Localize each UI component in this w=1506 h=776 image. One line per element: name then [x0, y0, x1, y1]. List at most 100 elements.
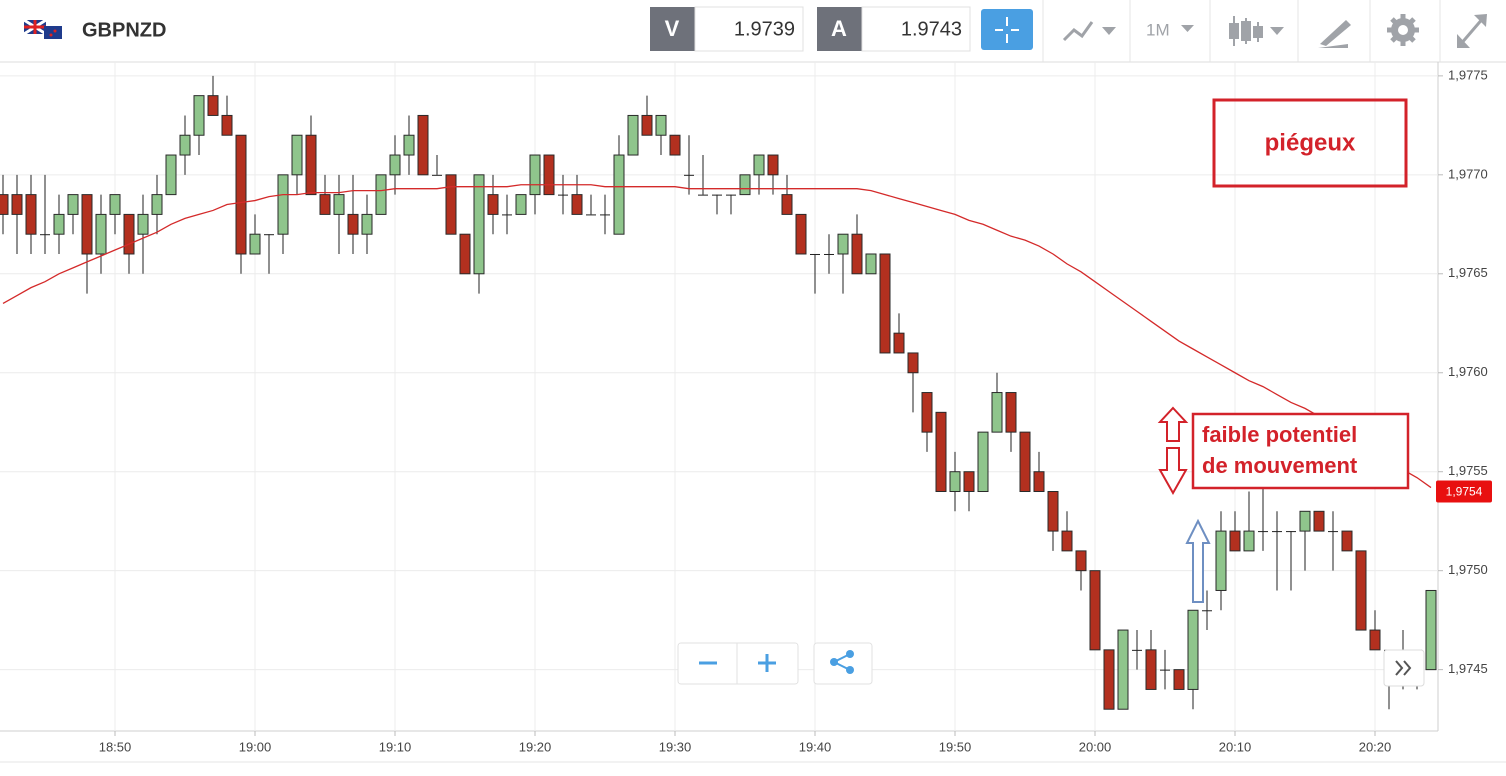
candle-body — [487, 194, 499, 215]
candle-body — [473, 174, 485, 275]
y-tick-label: 1,9760 — [1448, 364, 1488, 379]
x-tick-label: 19:20 — [519, 739, 552, 754]
candle-body — [1047, 491, 1059, 532]
candle-body — [1075, 550, 1087, 572]
zoom-in-button[interactable] — [738, 644, 797, 683]
candle-body — [1243, 530, 1255, 552]
candle-body — [459, 233, 471, 275]
candle-body — [558, 194, 568, 196]
candle-body — [1355, 550, 1367, 631]
crosshair-button[interactable] — [981, 9, 1033, 50]
candle-body — [963, 471, 975, 493]
sell-button[interactable] — [650, 7, 695, 51]
arrow-up — [1157, 406, 1189, 442]
candle-style-button[interactable] — [1229, 16, 1284, 46]
x-tick-label: 19:40 — [799, 739, 832, 754]
plot-area — [0, 75, 1437, 710]
timeframe-button[interactable]: 1M — [1146, 20, 1194, 39]
candle-body — [1103, 649, 1115, 710]
annotation-box — [1191, 412, 1410, 490]
candle-body — [1173, 669, 1185, 690]
moving-average-line — [2, 184, 1432, 489]
y-tick-label: 1,9765 — [1448, 265, 1488, 280]
annotation-text: de mouvement — [1202, 453, 1358, 478]
candle-body — [264, 234, 274, 236]
sell-price: 1.9739 — [734, 18, 795, 40]
candle-body — [851, 233, 863, 275]
candle-body — [165, 154, 177, 196]
candle-body — [0, 194, 9, 215]
candle-body — [600, 214, 610, 216]
candle-body — [543, 154, 555, 196]
candle-body — [347, 213, 359, 235]
candle-body — [361, 213, 373, 235]
chart-type-button[interactable] — [1062, 21, 1116, 42]
candle-body — [1019, 431, 1031, 493]
fullscreen-button[interactable] — [1457, 14, 1487, 48]
candle-body — [291, 134, 303, 176]
settings-button[interactable] — [1387, 14, 1419, 46]
candle-body — [11, 194, 23, 215]
y-tick-label: 1,9755 — [1448, 463, 1488, 478]
candle-body — [921, 392, 933, 433]
candle-body — [1005, 392, 1017, 433]
candle-body — [669, 134, 681, 156]
candle-body — [1272, 531, 1282, 533]
candle-body — [67, 194, 79, 215]
candle-body — [1258, 531, 1268, 533]
candle-body — [1313, 510, 1325, 532]
candle-body — [949, 471, 961, 493]
buy-label: A — [831, 16, 847, 41]
price-tag — [1436, 480, 1492, 503]
y-tick-label: 1,9775 — [1448, 67, 1488, 82]
candle-body — [641, 114, 653, 136]
candle-body — [137, 213, 149, 235]
draw-tool-button[interactable] — [1318, 20, 1351, 48]
timeframe: 1M — [1146, 20, 1170, 39]
candle-body — [515, 194, 527, 215]
candle-body — [1061, 530, 1073, 552]
candle-body — [1160, 669, 1170, 671]
y-tick-label: 1,9770 — [1448, 166, 1488, 181]
grid — [0, 62, 1438, 731]
candle-body — [712, 194, 722, 196]
candle-body — [684, 174, 694, 176]
candle-body — [445, 174, 457, 235]
candle-body — [529, 154, 541, 196]
sell-price-box[interactable] — [694, 6, 804, 52]
candle-body — [502, 214, 512, 216]
x-tick-label: 19:00 — [239, 739, 272, 754]
annotations: piégeux faible potentiel de mouvement — [1157, 98, 1410, 603]
buy-price: 1.9743 — [901, 18, 962, 40]
candle-body — [193, 95, 205, 136]
candle-body — [1215, 530, 1227, 591]
x-tick-label: 19:30 — [659, 739, 692, 754]
candle-body — [1369, 629, 1381, 651]
candle-body — [179, 134, 191, 156]
candle-body — [613, 154, 625, 235]
candle-body — [837, 233, 849, 255]
candle-body — [824, 253, 834, 255]
candle-body — [95, 213, 107, 255]
candle-body — [1328, 531, 1338, 533]
candle-body — [207, 95, 219, 116]
candle-body — [1033, 471, 1045, 493]
zoom-out-button[interactable] — [679, 644, 736, 683]
candle-body — [25, 194, 37, 235]
candle-body — [249, 233, 261, 255]
share-button[interactable] — [813, 642, 873, 685]
candle-body — [753, 154, 765, 176]
candle-body — [1089, 570, 1101, 651]
candle-body — [319, 194, 331, 215]
scroll-right-button[interactable] — [1383, 649, 1425, 687]
candle-body — [417, 114, 429, 176]
candle-body — [277, 174, 289, 235]
candle-body — [109, 194, 121, 215]
candle-body — [586, 214, 596, 216]
buy-button[interactable] — [817, 7, 862, 51]
x-tick-label: 19:10 — [379, 739, 412, 754]
candle-body — [389, 154, 401, 176]
buy-price-box[interactable] — [861, 6, 971, 52]
candle-body — [795, 213, 807, 255]
